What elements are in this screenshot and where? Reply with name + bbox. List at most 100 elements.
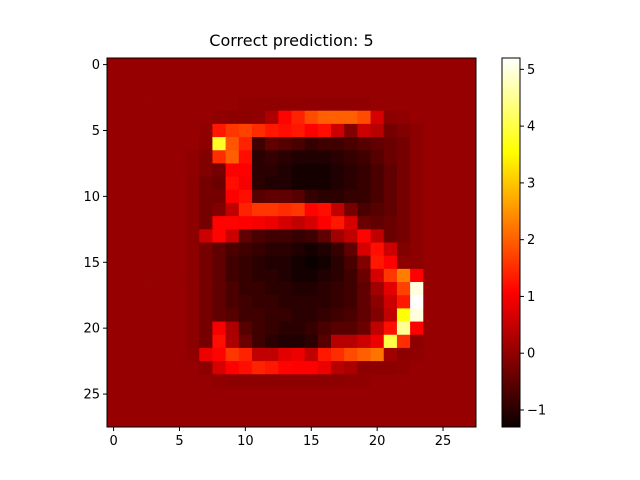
heatmap-cell (238, 255, 253, 270)
heatmap-cell (251, 110, 266, 125)
heatmap-cell (396, 400, 411, 415)
heatmap-cell (357, 97, 371, 112)
heatmap-cell (146, 150, 161, 164)
heatmap-cell (410, 295, 424, 309)
heatmap-cell (251, 413, 266, 428)
heatmap-cell (265, 334, 279, 349)
heatmap-cell (199, 268, 213, 283)
heatmap-cell (436, 374, 451, 388)
heatmap-cell (331, 308, 345, 322)
heatmap-cell (291, 295, 306, 309)
heatmap-cell (291, 334, 306, 349)
heatmap-cell (357, 268, 371, 283)
heatmap-cell (238, 321, 253, 336)
heatmap-cell (344, 150, 358, 164)
heatmap-cell (410, 150, 424, 164)
heatmap-cell (199, 84, 213, 98)
x-tick-label: 10 (237, 434, 254, 449)
heatmap-cell (423, 202, 437, 217)
heatmap-cell (344, 58, 358, 72)
heatmap-cell (120, 268, 134, 283)
heatmap-cell (225, 295, 240, 309)
heatmap-cell (107, 123, 121, 138)
heatmap-cell (370, 374, 385, 388)
heatmap-cell (172, 308, 187, 322)
heatmap-cell (304, 321, 319, 336)
heatmap-cell (238, 361, 253, 375)
heatmap-cell (199, 387, 213, 402)
heatmap-cell (449, 308, 464, 322)
heatmap-cell (370, 163, 385, 178)
heatmap-cell (238, 176, 253, 191)
heatmap-cell (462, 361, 477, 375)
heatmap-cell (370, 216, 385, 230)
heatmap-cell (449, 255, 464, 270)
heatmap-cell (225, 163, 240, 178)
heatmap-cell (304, 387, 319, 402)
heatmap-cell (370, 58, 385, 72)
heatmap-cell (212, 374, 227, 388)
heatmap-cell (212, 413, 227, 428)
heatmap-cell (159, 321, 174, 336)
heatmap-cell (172, 387, 187, 402)
heatmap-cell (344, 334, 358, 349)
heatmap-cell (133, 282, 147, 296)
heatmap-cell (396, 321, 411, 336)
heatmap-cell (436, 97, 451, 112)
heatmap-cell (410, 321, 424, 336)
heatmap-cell (146, 374, 161, 388)
heatmap-cell (265, 163, 279, 178)
heatmap-cell (317, 347, 332, 362)
heatmap-cell (436, 308, 451, 322)
heatmap-cell (462, 137, 477, 151)
heatmap-cell (225, 189, 240, 204)
heatmap-cell (212, 295, 227, 309)
heatmap-cell (120, 361, 134, 375)
heatmap-cell (370, 413, 385, 428)
heatmap-cell (265, 123, 279, 138)
heatmap-cell (331, 163, 345, 178)
heatmap-cell (225, 374, 240, 388)
heatmap-cell (146, 202, 161, 217)
heatmap-cell (133, 84, 147, 98)
heatmap-cell (225, 400, 240, 415)
heatmap-cell (357, 189, 371, 204)
heatmap-cell (186, 282, 200, 296)
heatmap-cell (370, 229, 385, 243)
heatmap-cell (278, 268, 292, 283)
heatmap-cell (370, 387, 385, 402)
heatmap-cell (370, 71, 385, 85)
heatmap-cell (291, 321, 306, 336)
heatmap-cell (251, 202, 266, 217)
heatmap-cell (383, 295, 398, 309)
heatmap-cell (238, 242, 253, 257)
heatmap-cell (199, 58, 213, 72)
heatmap-cell (172, 84, 187, 98)
heatmap-cell (410, 84, 424, 98)
heatmap-cell (120, 58, 134, 72)
heatmap-cell (396, 295, 411, 309)
heatmap-cell (423, 97, 437, 112)
colorbar-tick-label: 4 (527, 120, 535, 135)
heatmap-cell (331, 255, 345, 270)
heatmap-cell (146, 123, 161, 138)
heatmap-cell (146, 400, 161, 415)
heatmap-cell (304, 347, 319, 362)
heatmap-cell (212, 282, 227, 296)
heatmap-cell (133, 361, 147, 375)
heatmap-cell (120, 150, 134, 164)
heatmap-cell (225, 334, 240, 349)
chart-title: Correct prediction: 5 (209, 31, 374, 50)
y-tick-label: 15 (83, 256, 100, 271)
heatmap-cell (436, 150, 451, 164)
heatmap-cell (423, 189, 437, 204)
heatmap-cell (449, 268, 464, 283)
heatmap-cell (199, 150, 213, 164)
heatmap-cell (383, 242, 398, 257)
heatmap-cell (225, 150, 240, 164)
heatmap-cell (436, 387, 451, 402)
heatmap-cell (107, 189, 121, 204)
heatmap-cell (370, 176, 385, 191)
heatmap-cell (291, 189, 306, 204)
heatmap-cell (146, 413, 161, 428)
